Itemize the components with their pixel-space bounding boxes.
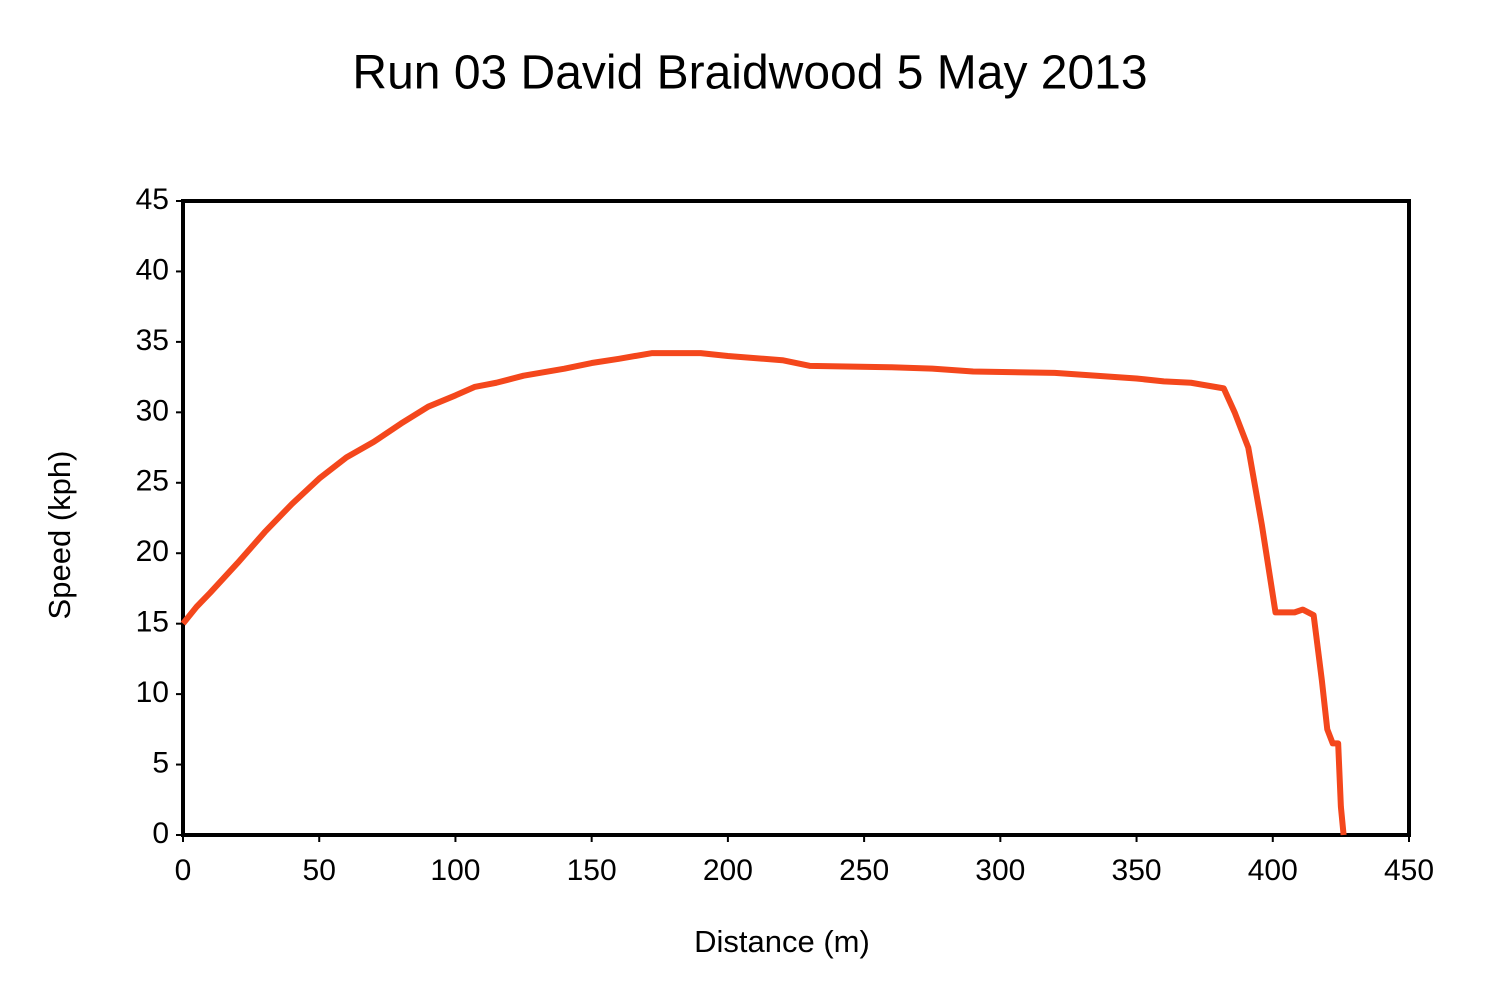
y-tick-label: 25 xyxy=(136,465,169,498)
x-tick-label: 150 xyxy=(567,854,617,887)
y-tick-label: 15 xyxy=(136,606,169,639)
x-tick-label: 50 xyxy=(303,854,336,887)
x-tick-label: 250 xyxy=(839,854,889,887)
y-tick-label: 0 xyxy=(152,817,169,850)
x-tick-label: 0 xyxy=(175,854,192,887)
x-tick-label: 100 xyxy=(430,854,480,887)
x-tick-label: 450 xyxy=(1384,854,1434,887)
plot-frame xyxy=(181,199,1411,837)
x-axis-label: Distance (m) xyxy=(694,924,870,959)
x-tick-label: 300 xyxy=(975,854,1025,887)
y-tick-label: 30 xyxy=(136,394,169,427)
x-tick-label: 350 xyxy=(1112,854,1162,887)
y-axis-label: Speed (kph) xyxy=(42,451,77,620)
data-line xyxy=(180,350,1347,836)
y-tick-label: 45 xyxy=(136,183,169,216)
y-tick-label: 10 xyxy=(136,676,169,709)
y-tick-label: 20 xyxy=(136,535,169,568)
chart-title: Run 03 David Braidwood 5 May 2013 xyxy=(352,47,1147,100)
y-tick-label: 5 xyxy=(152,746,169,779)
x-tick-label: 400 xyxy=(1248,854,1298,887)
y-tick-label: 35 xyxy=(136,324,169,357)
y-tick-label: 40 xyxy=(136,253,169,286)
x-tick-label: 200 xyxy=(703,854,753,887)
